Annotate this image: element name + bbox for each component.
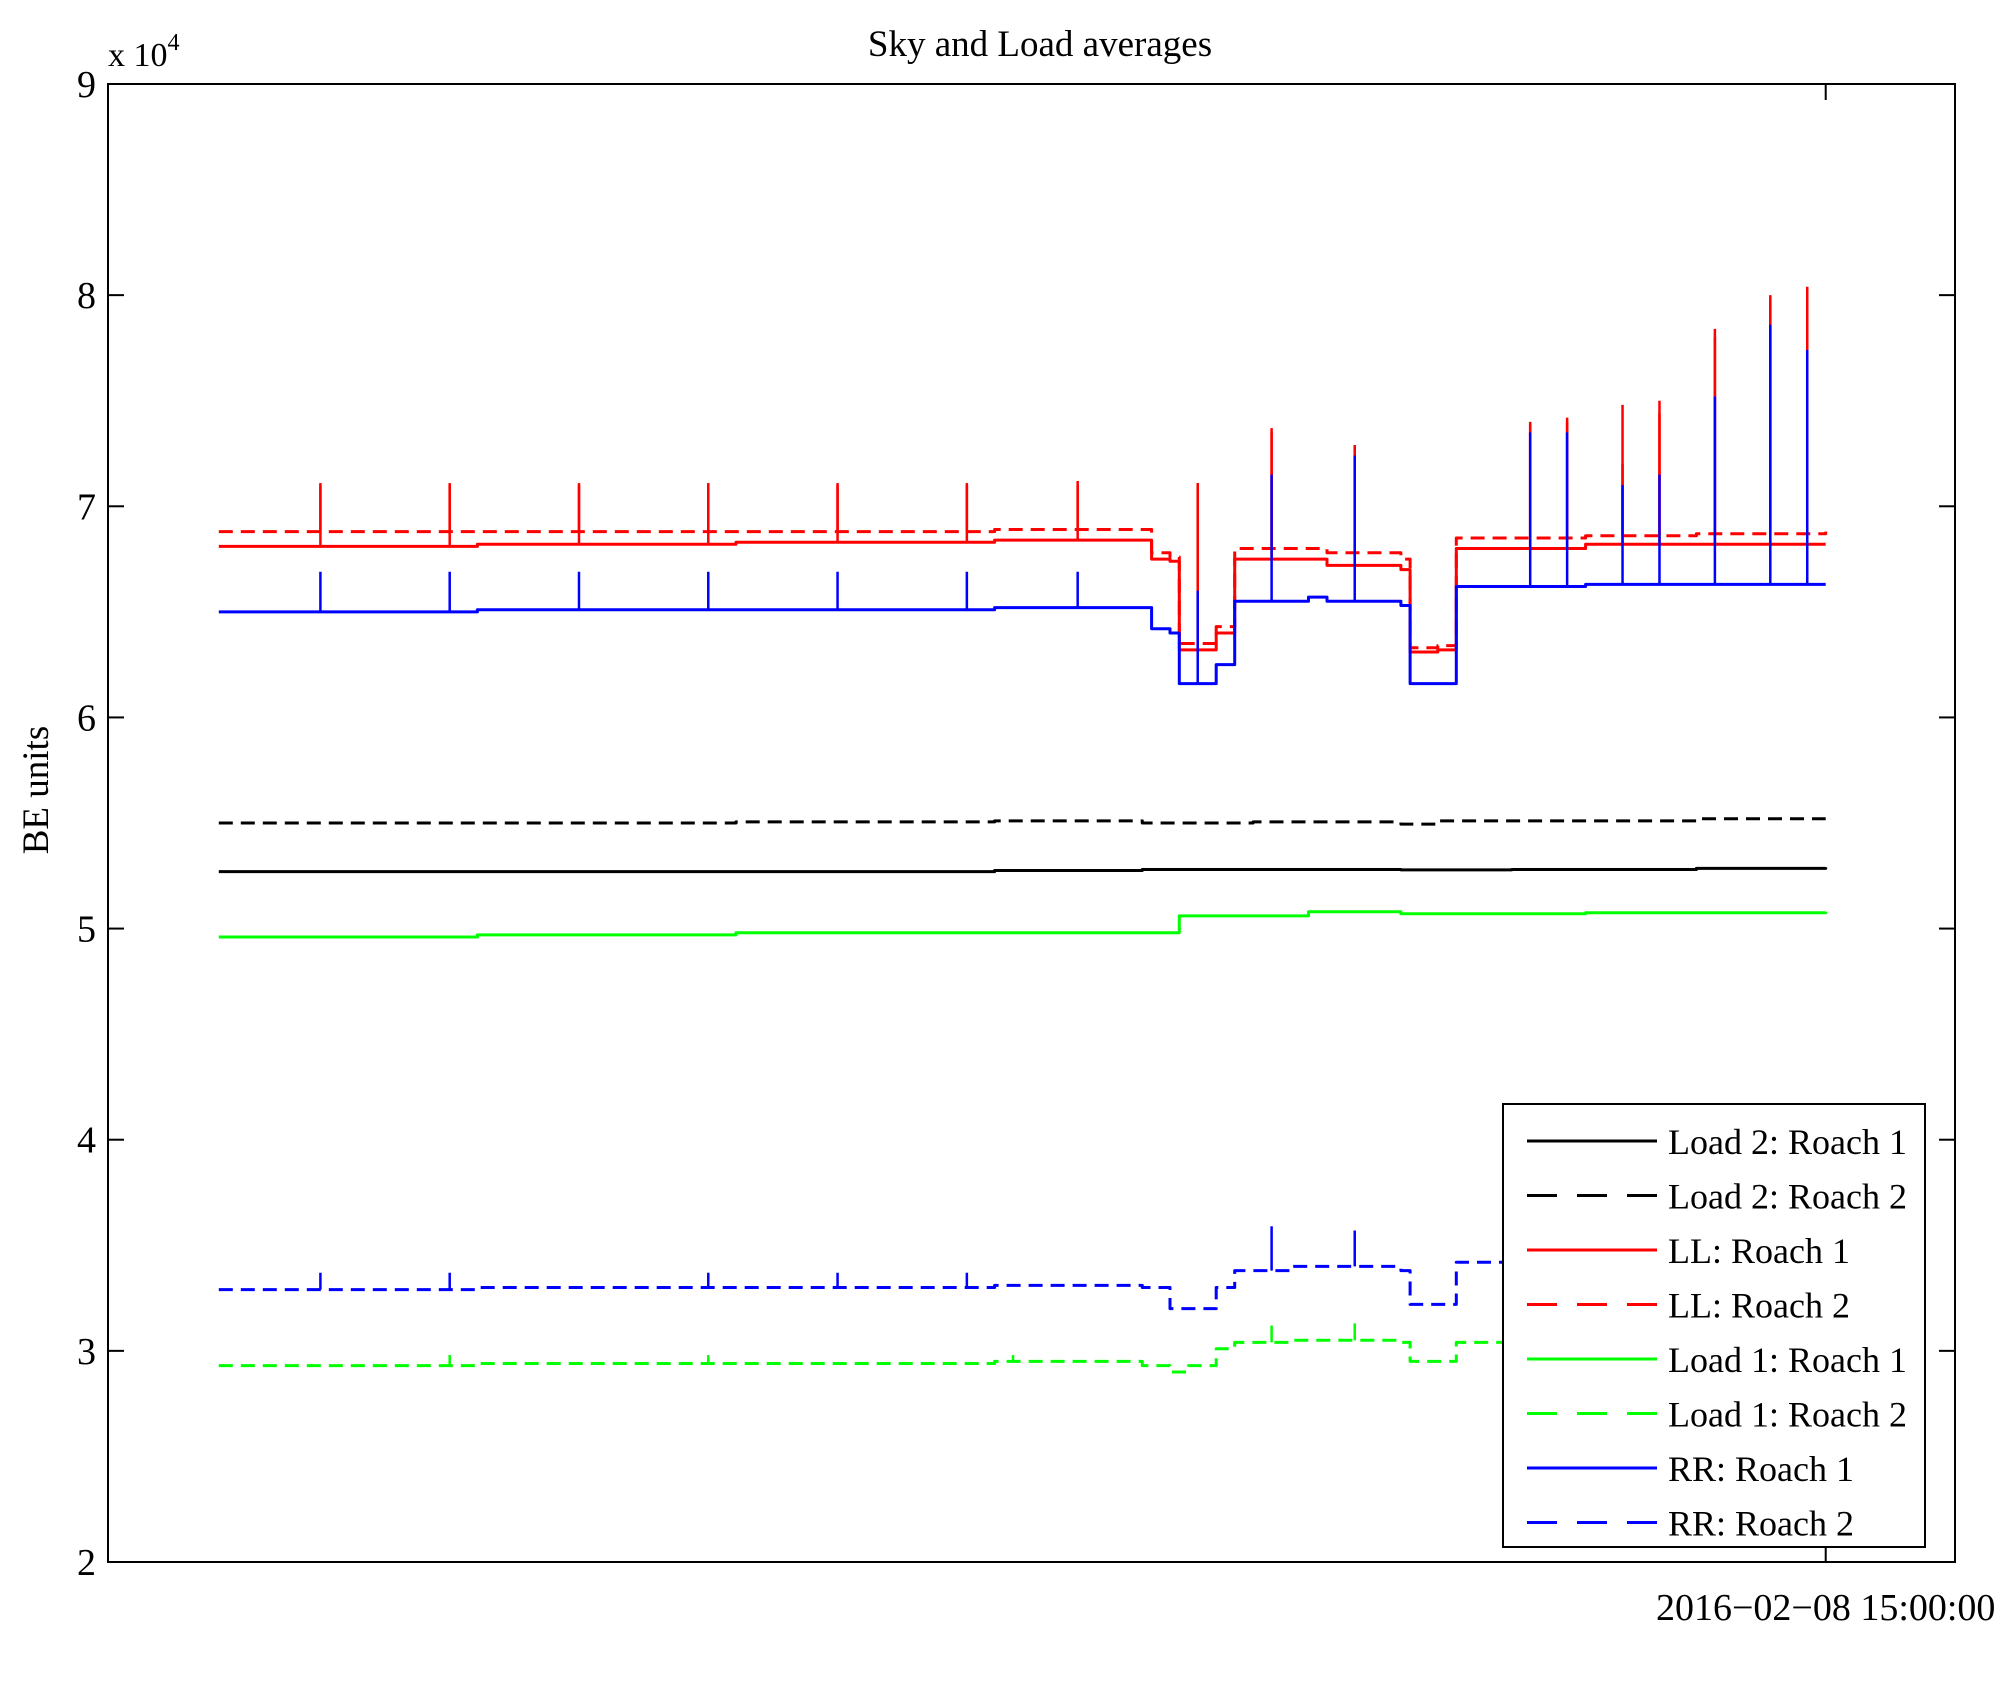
legend-entry: LL: Roach 2 <box>1527 1286 1850 1326</box>
legend-entry: LL: Roach 1 <box>1527 1231 1850 1271</box>
plot-frame <box>107 83 1956 1563</box>
legend-label: Load 1: Roach 1 <box>1668 1340 1907 1380</box>
y-tick-label: 8 <box>77 275 96 317</box>
legend-label: Load 1: Roach 2 <box>1668 1395 1907 1435</box>
legend: Load 2: Roach 1 Load 2: Roach 2 LL: Roach … <box>1502 1103 1926 1548</box>
y-multiplier: x 104 <box>108 30 180 74</box>
legend-label: LL: Roach 2 <box>1668 1286 1850 1326</box>
ticks-layer: 2 3 4 5 6 7 8 9 2016−02−08 15:00:00 <box>77 64 1995 1629</box>
series-line <box>218 866 1828 874</box>
y-tick-label: 7 <box>77 486 96 528</box>
legend-entry: Load 2: Roach 1 <box>1527 1122 1907 1162</box>
legend-label: Load 2: Roach 2 <box>1668 1177 1907 1217</box>
y-tick-label: 6 <box>77 697 96 739</box>
legend-label: Load 2: Roach 1 <box>1668 1122 1907 1162</box>
series-2 <box>218 817 1826 826</box>
y-axis-label: BE units <box>16 726 57 855</box>
series-6 <box>218 1323 1826 1374</box>
y-tick-label: 9 <box>77 64 96 106</box>
series-line <box>218 582 1826 686</box>
series-line <box>218 1258 1826 1311</box>
legend-entry: Load 2: Roach 2 <box>1527 1177 1907 1217</box>
y-tick-label: 2 <box>77 1542 96 1584</box>
series-line <box>218 538 1826 654</box>
legend-entry: Load 1: Roach 1 <box>1527 1340 1907 1380</box>
legend-label: RR: Roach 1 <box>1668 1449 1854 1489</box>
legend-entry: Load 1: Roach 2 <box>1527 1395 1907 1435</box>
series-7 <box>218 324 1826 686</box>
y-tick-label: 3 <box>77 1331 96 1373</box>
legend-box <box>1502 1103 1926 1548</box>
y-tick-label: 4 <box>77 1120 96 1162</box>
series-line <box>218 910 1828 939</box>
chart-title: Sky and Load averages <box>868 24 1212 65</box>
series-line <box>218 1336 1826 1374</box>
series-1 <box>218 866 1828 874</box>
series-line <box>218 817 1826 826</box>
legend-entry: RR: Roach 1 <box>1527 1449 1854 1489</box>
x-tick-label: 2016−02−08 15:00:00 <box>1656 1587 1995 1629</box>
legend-entry: RR: Roach 2 <box>1527 1504 1854 1544</box>
series-5 <box>218 910 1828 939</box>
legend-label: LL: Roach 1 <box>1668 1231 1850 1271</box>
y-tick-label: 5 <box>77 909 96 951</box>
series-layer <box>218 286 1828 1374</box>
legend-label: RR: Roach 2 <box>1668 1504 1854 1544</box>
